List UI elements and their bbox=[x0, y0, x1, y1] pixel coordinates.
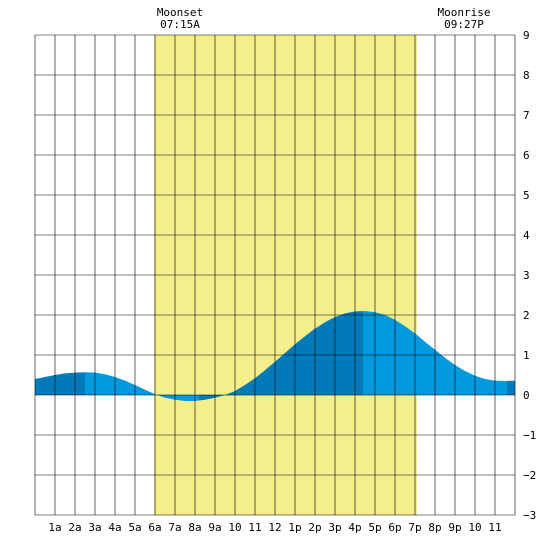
moonrise-label: Moonrise bbox=[438, 6, 491, 19]
x-tick-label: 6p bbox=[388, 521, 401, 534]
x-tick-label: 12 bbox=[268, 521, 281, 534]
x-tick-label: 5p bbox=[368, 521, 381, 534]
tide-segment bbox=[35, 372, 85, 395]
x-tick-label: 8p bbox=[428, 521, 441, 534]
y-tick-label: 5 bbox=[523, 189, 530, 202]
tide-segment bbox=[85, 372, 199, 401]
y-tick-label: 1 bbox=[523, 349, 530, 362]
y-tick-label: 7 bbox=[523, 109, 530, 122]
moonset-time: 07:15A bbox=[160, 18, 200, 31]
x-tick-label: 3p bbox=[328, 521, 341, 534]
grid bbox=[34, 34, 516, 516]
x-tick-label: 7p bbox=[408, 521, 421, 534]
x-tick-label: 10 bbox=[228, 521, 241, 534]
y-tick-label: 4 bbox=[523, 229, 530, 242]
y-tick-label: 8 bbox=[523, 69, 530, 82]
x-tick-label: 6a bbox=[148, 521, 161, 534]
x-tick-label: 3a bbox=[88, 521, 101, 534]
x-tick-label: 9a bbox=[208, 521, 221, 534]
x-tick-label: 10 bbox=[468, 521, 481, 534]
y-tick-label: −2 bbox=[523, 469, 536, 482]
x-tick-label: 2p bbox=[308, 521, 321, 534]
x-tick-label: 1a bbox=[48, 521, 61, 534]
y-tick-label: 0 bbox=[523, 389, 530, 402]
x-axis-ticks: 1a 2a 3a 4a 5a 6a 7a 8a 9a 10 11 12 1p 2p 3p 4p 5p 6p 7p 8p… bbox=[48, 521, 501, 534]
y-tick-label: −1 bbox=[523, 429, 536, 442]
x-tick-label: 11 bbox=[248, 521, 261, 534]
y-tick-label: 3 bbox=[523, 269, 530, 282]
x-tick-label: 1p bbox=[288, 521, 301, 534]
x-tick-label: 11 bbox=[488, 521, 501, 534]
x-tick-label: 4a bbox=[108, 521, 121, 534]
moonrise-time: 09:27P bbox=[444, 18, 484, 31]
x-tick-label: 2a bbox=[68, 521, 81, 534]
x-tick-label: 7a bbox=[168, 521, 181, 534]
y-tick-label: 2 bbox=[523, 309, 530, 322]
x-tick-label: 5a bbox=[128, 521, 141, 534]
tide-segment bbox=[507, 380, 515, 395]
moonset-label: Moonset bbox=[157, 6, 203, 19]
y-tick-label: 9 bbox=[523, 29, 530, 42]
y-tick-label: −3 bbox=[523, 509, 536, 522]
x-tick-label: 8a bbox=[188, 521, 201, 534]
x-tick-label: 9p bbox=[448, 521, 461, 534]
x-tick-label: 4p bbox=[348, 521, 361, 534]
y-tick-label: 6 bbox=[523, 149, 530, 162]
y-axis-ticks: 9 8 7 6 5 4 3 2 1 0 −1 −2 −3 bbox=[523, 29, 536, 522]
tide-segment bbox=[199, 311, 363, 401]
